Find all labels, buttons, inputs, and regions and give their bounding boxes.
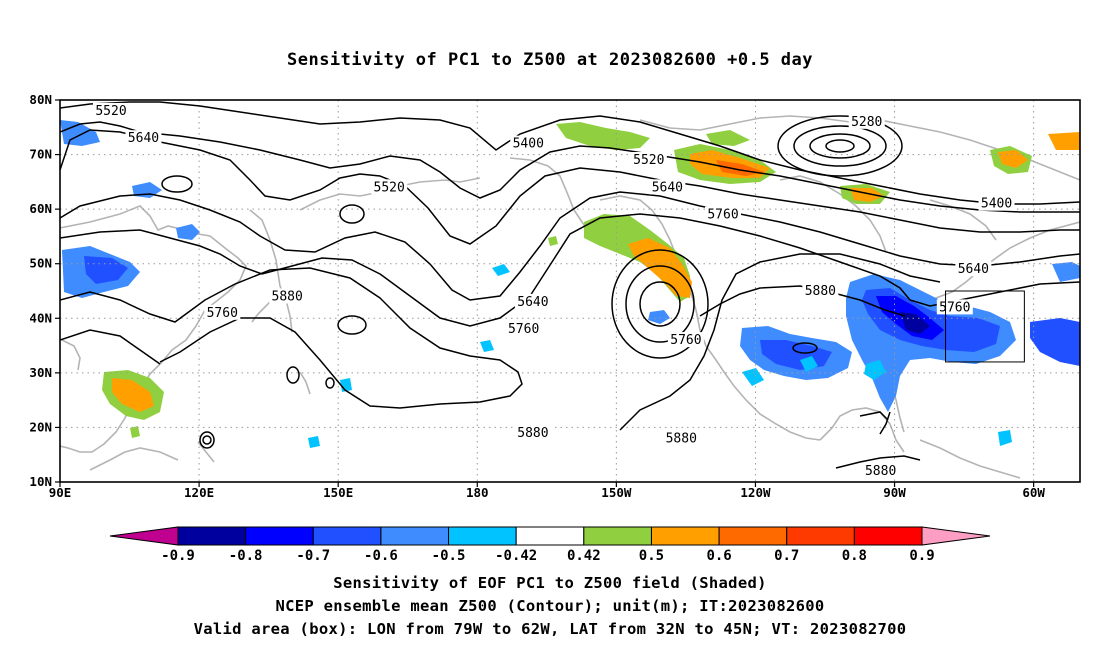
lat-tick-label: 60N	[29, 201, 52, 216]
z500-contours	[60, 101, 1080, 469]
colorbar-label: 0.5	[639, 548, 664, 564]
colorbar-label: 0.42	[567, 548, 601, 564]
colorbar-segment	[312, 526, 382, 546]
contour-label: 5520	[374, 180, 405, 195]
contour-label: 5640	[958, 262, 989, 277]
lat-tick-label: 30N	[29, 365, 52, 380]
lat-tick-label: 20N	[29, 419, 52, 434]
colorbar-label: -0.7	[296, 548, 330, 564]
contour-label-bg	[862, 463, 899, 479]
colorbar-segment	[718, 526, 788, 546]
colorbar-label: 0.7	[774, 548, 799, 564]
lon-tick-label: 120E	[184, 485, 214, 500]
contour-label: 5400	[981, 197, 1012, 212]
lat-tick-label: 50N	[29, 256, 52, 271]
contour-label-bg	[204, 304, 241, 320]
contour-label: 5760	[670, 333, 701, 348]
lon-tick-label: 90W	[883, 485, 906, 500]
colorbar-label: 0.9	[909, 548, 934, 564]
lon-tick-label: 180	[466, 485, 489, 500]
contour-label-bg	[649, 179, 686, 195]
contour-label-bg	[667, 332, 704, 348]
contour-label: 5880	[865, 464, 896, 479]
contour-label-bg	[630, 152, 667, 168]
colorbar-segment	[583, 526, 652, 546]
contour-label: 5400	[513, 137, 544, 152]
contour-label: 5760	[707, 208, 738, 223]
contour-label: 5880	[272, 289, 303, 304]
colorbar-label: 0.6	[706, 548, 731, 564]
lon-tick-label: 90E	[49, 485, 72, 500]
map-frame	[59, 99, 1081, 483]
colorbar-segment	[177, 526, 247, 546]
colorbar-label: -0.9	[161, 548, 195, 564]
contour-label: 5760	[939, 300, 970, 315]
contour-label-bg	[505, 321, 542, 337]
lat-tick-label: 40N	[29, 310, 52, 325]
shaded-sensitivity	[60, 120, 1080, 448]
contour-label: 5880	[517, 426, 548, 441]
colorbar-label: -0.5	[432, 548, 466, 564]
contour-label-bg	[514, 293, 551, 309]
colorbar-segment	[786, 526, 855, 546]
chart-title: Sensitivity of PC1 to Z500 at 2023082600…	[286, 50, 813, 70]
colorbar-segment	[515, 526, 585, 546]
contour-label-bg	[978, 195, 1015, 211]
colorbar-label: -0.8	[229, 548, 263, 564]
colorbar-segment	[853, 526, 923, 546]
lon-tick-label: 150W	[601, 485, 632, 500]
colorbar-segment	[448, 526, 517, 546]
contour-label: 5760	[207, 306, 238, 321]
valid-area-box	[945, 290, 1025, 363]
colorbar-segment	[380, 526, 450, 546]
colorbar-under-triangle	[109, 526, 179, 546]
graticule	[60, 100, 1080, 482]
colorbar-segment	[650, 526, 720, 546]
footer-line-3: Valid area (box): LON from 79W to 62W, L…	[193, 620, 907, 638]
colorbar-label: 0.8	[842, 548, 867, 564]
contour-label-bg	[802, 283, 839, 298]
contour-label: 5880	[805, 284, 836, 299]
contour-label: 5280	[851, 115, 882, 130]
footer-line-2: NCEP ensemble mean Z500 (Contour); unit(…	[275, 597, 825, 615]
contour-label-bg	[510, 135, 547, 151]
colorbar-label: -0.6	[364, 548, 398, 564]
contour-label: 5880	[666, 431, 697, 446]
footer-line-1: Sensitivity of EOF PC1 to Z500 field (Sh…	[333, 574, 767, 592]
contour-label: 5520	[633, 153, 664, 168]
contour-label: 5640	[128, 131, 159, 146]
lon-tick-label: 60W	[1022, 485, 1045, 500]
contour-label-bg	[663, 430, 700, 446]
contour-label-bg	[848, 113, 885, 129]
contour-label-bg	[514, 424, 551, 440]
lat-tick-label: 80N	[29, 92, 52, 107]
lon-tick-label: 120W	[740, 485, 771, 500]
contour-label: 5520	[95, 104, 126, 119]
contour-label: 5640	[652, 180, 683, 195]
lat-tick-label: 70N	[29, 147, 52, 162]
colorbar-segment	[245, 526, 314, 546]
contour-label-bg	[955, 261, 992, 277]
contour-label-bg	[705, 206, 741, 222]
contour-label: 5760	[508, 322, 539, 337]
colorbar-over-triangle	[921, 526, 991, 546]
contour-label-bg	[269, 288, 306, 304]
contour-label-bg	[93, 102, 129, 118]
contour-label-bg	[125, 130, 162, 146]
colorbar: -0.9 -0.8 -0.7 -0.6 -0.5 -0.42 0.42 0.5 0.6 0.7 0.…	[109, 526, 991, 564]
contour-label: 5640	[517, 295, 548, 310]
lon-tick-label: 150E	[323, 485, 353, 500]
contour-label-bg	[371, 179, 408, 195]
lat-tick-label: 10N	[29, 474, 52, 489]
colorbar-label: -0.42	[495, 548, 537, 564]
